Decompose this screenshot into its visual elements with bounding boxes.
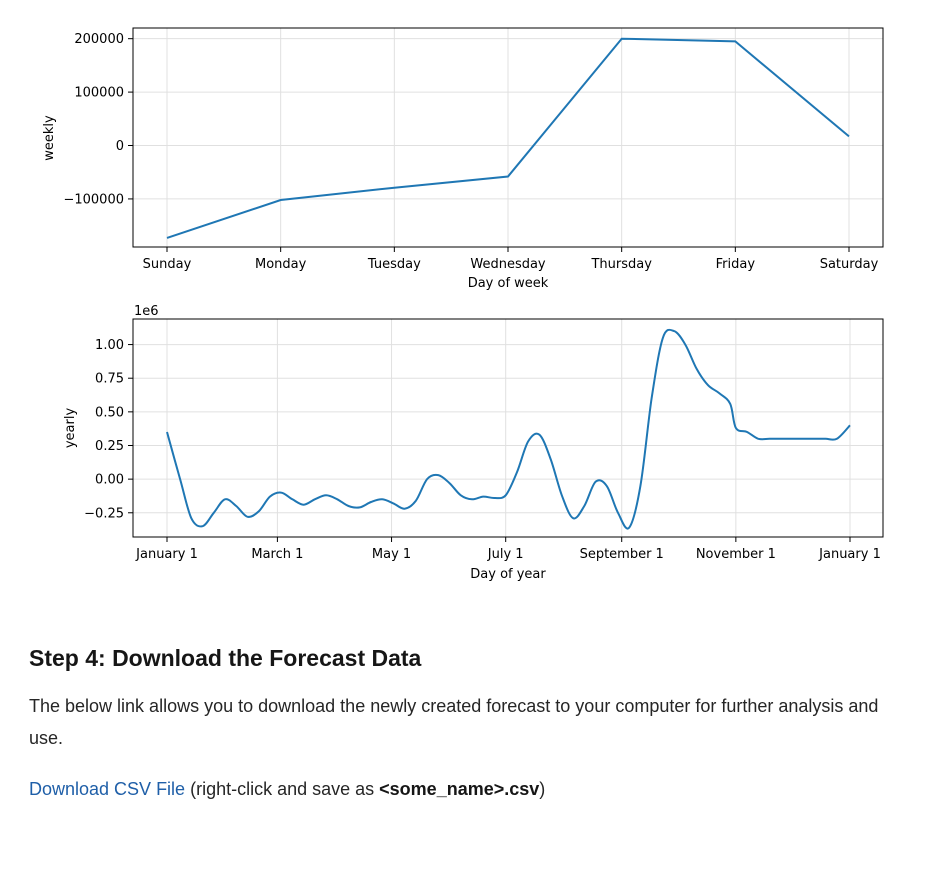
yearly-grid: [133, 319, 883, 537]
weekly-series-line: [166, 37, 850, 239]
yearly-y-tick-label: 1.00: [95, 338, 124, 353]
weekly-y-tick-label: 0: [116, 139, 124, 154]
yearly-y-tick-label: −0.25: [84, 506, 124, 521]
weekly-y-tick-label: −100000: [63, 192, 124, 207]
yearly-x-tick-label: January 1: [135, 547, 198, 562]
weekly-x-tick-label: Sunday: [143, 257, 192, 272]
yearly-x-tick-label: May 1: [372, 547, 411, 562]
weekly-x-axis-label: Day of week: [468, 276, 549, 291]
weekly-grid: [133, 28, 883, 247]
yearly-x-ticks: January 1 March 1 May 1 July 1 September 1 No…: [135, 537, 881, 562]
yearly-y-ticks: −0.25 0.00 0.25 0.50 0.75 1.00: [84, 338, 133, 521]
section-paragraph: The below link allows you to download th…: [29, 696, 879, 748]
weekly-x-tick-label: Wednesday: [470, 257, 546, 272]
weekly-x-tick-label: Tuesday: [367, 257, 421, 272]
yearly-y-axis-label: yearly: [63, 408, 78, 449]
yearly-y-tick-label: 0.75: [95, 372, 124, 387]
yearly-x-tick-label: November 1: [696, 547, 776, 562]
yearly-x-tick-label: September 1: [580, 547, 664, 562]
yearly-x-tick-label: March 1: [251, 547, 303, 562]
weekly-x-tick-label: Saturday: [820, 257, 879, 272]
forecast-components-figure: −100000 0 100000 200000 Sunday Monday Tuesday…: [42, 27, 884, 582]
download-note-filename: <some_name>.csv: [379, 779, 540, 799]
weekly-x-tick-label: Thursday: [590, 257, 652, 272]
download-line: Download CSV File (right-click and save …: [29, 773, 545, 805]
download-note-suffix: ): [539, 779, 546, 799]
weekly-x-ticks: Sunday Monday Tuesday Wednesday Thursday Frid…: [143, 247, 879, 272]
download-note-prefix: (right-click and save as: [185, 779, 380, 799]
download-csv-link[interactable]: Download CSV File: [29, 779, 186, 799]
section-heading: Step 4: Download the Forecast Data: [29, 645, 422, 671]
yearly-x-tick-label: July 1: [487, 547, 524, 562]
yearly-plot-frame: [132, 318, 884, 538]
weekly-y-tick-label: 200000: [74, 32, 124, 47]
yearly-y-tick-label: 0.50: [95, 405, 124, 420]
yearly-chart: −0.25 0.00 0.25 0.50 0.75 1.00 January 1 March…: [63, 304, 884, 582]
weekly-x-tick-label: Monday: [255, 257, 307, 272]
yearly-series-line: [166, 328, 851, 530]
yearly-x-axis-label: Day of year: [470, 567, 546, 582]
weekly-x-tick-label: Friday: [716, 257, 756, 272]
weekly-y-ticks: −100000 0 100000 200000: [63, 32, 133, 207]
weekly-chart: −100000 0 100000 200000 Sunday Monday Tuesday…: [42, 27, 884, 291]
yearly-x-tick-label: January 1: [818, 547, 881, 562]
weekly-y-tick-label: 100000: [74, 86, 124, 101]
yearly-y-tick-label: 0.25: [95, 439, 124, 454]
yearly-y-tick-label: 0.00: [95, 473, 124, 488]
yearly-offset-label: 1e6: [134, 304, 159, 319]
weekly-y-axis-label: weekly: [42, 115, 57, 161]
